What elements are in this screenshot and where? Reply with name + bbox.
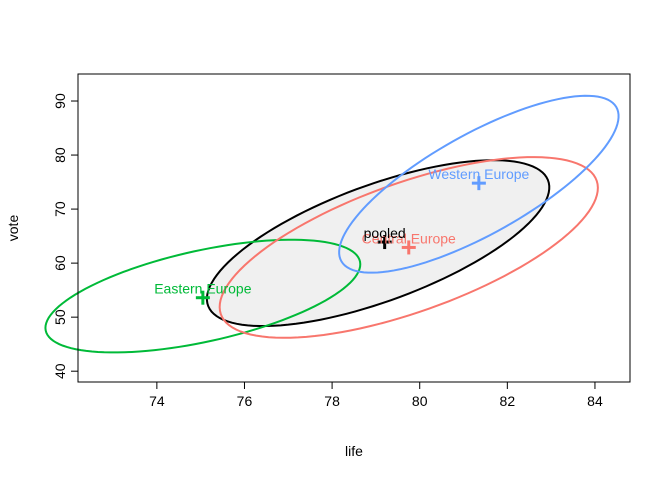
center-marker-central-europe — [401, 240, 416, 255]
series-label-western-europe: Western Europe — [428, 166, 529, 182]
y-tick-label: 50 — [52, 309, 68, 325]
y-axis: 40 50 60 70 80 90 — [52, 93, 78, 379]
ellipses-layer — [44, 94, 620, 354]
series-label-central-europe: Central Europe — [362, 230, 456, 246]
x-tick-label: 76 — [237, 393, 253, 409]
ellipse-central-europe — [218, 156, 599, 339]
ellipse-eastern-europe — [44, 238, 362, 354]
series-labels: Eastern Europe Central Europe Western Euro… — [154, 166, 529, 297]
y-tick-label: 80 — [52, 147, 68, 163]
x-tick-label: 84 — [587, 393, 603, 409]
x-axis: 74 76 78 80 82 84 — [149, 382, 603, 409]
x-tick-label: 74 — [149, 393, 165, 409]
series-label-pooled: pooled — [364, 225, 406, 241]
x-axis-title: life — [345, 443, 363, 459]
y-tick-label: 70 — [52, 201, 68, 217]
center-marker-pooled — [377, 235, 392, 250]
y-tick-label: 60 — [52, 255, 68, 271]
center-marker-western-europe — [471, 176, 486, 191]
plot-box — [77, 73, 631, 383]
x-tick-label: 82 — [500, 393, 516, 409]
x-tick-label: 80 — [412, 393, 428, 409]
y-axis-title: vote — [5, 215, 21, 242]
center-markers — [195, 176, 486, 305]
ellipse-western-europe — [338, 94, 620, 274]
y-tick-label: 40 — [52, 363, 68, 379]
series-label-eastern-europe: Eastern Europe — [154, 281, 251, 297]
x-tick-label: 78 — [324, 393, 340, 409]
y-tick-label: 90 — [52, 93, 68, 109]
center-marker-eastern-europe — [195, 290, 210, 305]
